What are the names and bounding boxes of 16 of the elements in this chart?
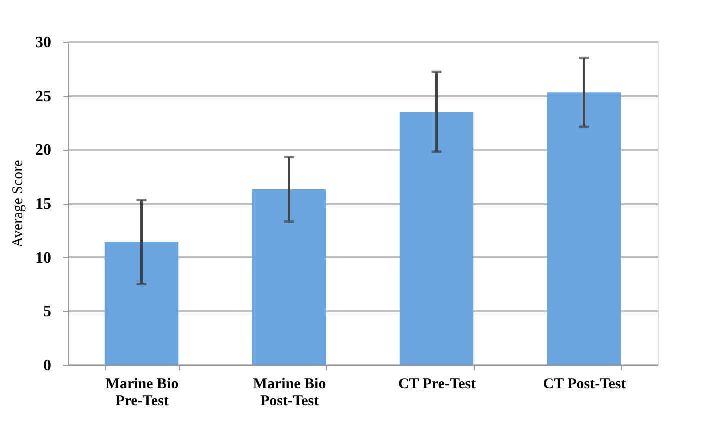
y-axis-title: Average Score xyxy=(10,160,26,248)
y-tick-label: 0 xyxy=(44,358,52,374)
bar xyxy=(547,92,622,365)
x-tick-label: CT Pre-Test xyxy=(398,376,476,392)
x-tick-label: Marine Bio Pre-Test xyxy=(106,376,179,410)
y-tick-label: 20 xyxy=(36,142,52,160)
y-tick-label: 30 xyxy=(36,34,52,52)
x-tick-label: Marine Bio Post-Test xyxy=(253,376,326,410)
x-tick-label: CT Post-Test xyxy=(543,376,626,392)
y-tick-label: 10 xyxy=(36,250,52,267)
y-tick-label: 25 xyxy=(36,88,52,106)
y-tick-label: 5 xyxy=(44,304,52,321)
bar xyxy=(104,242,179,365)
bar xyxy=(400,112,474,365)
y-tick-label: 15 xyxy=(36,196,52,213)
bar xyxy=(252,190,326,365)
